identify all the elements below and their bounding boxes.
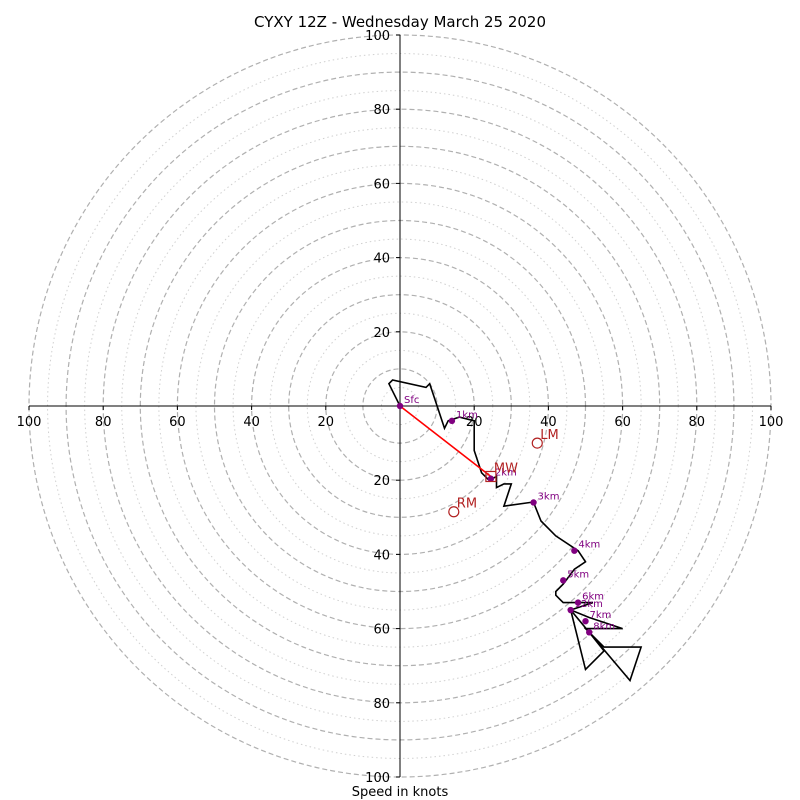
y-tick-label: 40 [373, 548, 390, 563]
x-tick-label: 60 [169, 415, 186, 430]
x-tick-label: 20 [318, 415, 335, 430]
mean-wind-marker [485, 470, 497, 483]
height-marker-label: 6km [582, 592, 604, 603]
height-marker-dot [567, 606, 574, 614]
y-tick-label: 100 [365, 29, 390, 44]
y-tick-label: 80 [373, 697, 390, 712]
x-tick-label: 80 [95, 415, 112, 430]
y-tick-label: 40 [373, 252, 390, 267]
y-tick-label: 80 [373, 103, 390, 118]
height-marker-label: 12km [575, 599, 603, 610]
storm-motion-label: MW [494, 461, 518, 476]
height-marker-label: Sfc [404, 395, 419, 406]
height-marker-dot [560, 577, 567, 584]
height-marker-dot [571, 547, 578, 554]
height-marker-dot [487, 475, 495, 482]
tick-labels: 100 80 60 40 20 20 40 60 80 100204060801002040608… [17, 29, 784, 786]
height-marker-label: 4km [578, 540, 600, 551]
storm-motion-markers: MW LM RM [448, 428, 559, 518]
height-marker-dot [574, 599, 582, 606]
x-tick-label: 100 [759, 415, 784, 430]
shear-vector-line [399, 405, 492, 478]
height-marker-dot [586, 629, 593, 636]
x-tick-label: 40 [540, 415, 557, 430]
x-axis-label: Speed in knots [352, 785, 449, 800]
chart-title: CYXY 12Z - Wednesday March 25 2020 [254, 13, 546, 31]
x-tick-label: 40 [243, 415, 260, 430]
y-tick-label: 100 [365, 771, 390, 786]
height-marker-label: 2km [495, 468, 517, 479]
height-marker-label: 1km [456, 410, 478, 421]
storm-motion-label: RM [457, 497, 477, 512]
storm-motion-label: LM [540, 428, 558, 443]
y-tick-label: 60 [373, 177, 390, 192]
height-marker-label: 7km [590, 610, 612, 621]
x-tick-label: 100 [17, 415, 42, 430]
y-tick-label: 20 [373, 326, 390, 341]
height-marker-dot [530, 499, 537, 506]
y-tick-label: 60 [373, 623, 390, 638]
height-marker-dot [448, 417, 456, 425]
x-tick-label: 60 [614, 415, 631, 430]
storm-motion-marker [531, 437, 543, 449]
height-marker-dot [396, 402, 404, 410]
y-tick-label: 20 [373, 474, 390, 489]
height-marker-dot [582, 617, 589, 625]
height-marker-label: 5km [567, 569, 589, 580]
height-marker-label: 8km [593, 621, 615, 632]
x-tick-label: 80 [689, 415, 706, 430]
storm-motion-marker [448, 506, 460, 518]
height-marker-label: 3km [538, 491, 560, 502]
